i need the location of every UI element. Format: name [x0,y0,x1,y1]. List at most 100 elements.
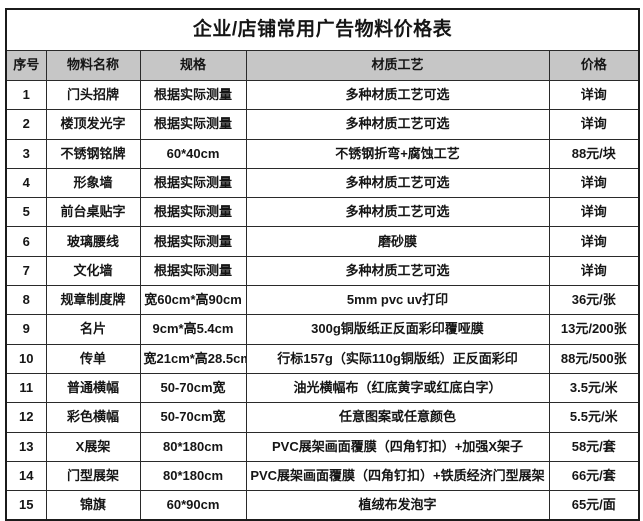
column-header-spec: 规格 [139,50,247,81]
cell-name: 前台桌贴字 [45,197,141,228]
table-body: 1 门头招牌 根据实际测量 多种材质工艺可选 详询 2 楼顶发光字 根据实际测量… [5,79,640,521]
cell-process: PVC展架画面覆膜（四角钉扣）+铁质经济门型展架 [245,460,550,492]
table-row: 15 锦旗 60*90cm 植绒布发泡字 65元/面 [5,490,640,521]
cell-process: 多种材质工艺可选 [245,197,550,228]
cell-name: 名片 [45,314,141,345]
cell-index: 7 [5,255,47,287]
cell-process: 300g铜版纸正反面彩印覆哑膜 [245,314,550,345]
cell-spec: 宽60cm*高90cm [139,285,247,316]
cell-process: 植绒布发泡字 [245,490,550,521]
cell-price: 5.5元/米 [548,402,640,433]
cell-index: 3 [5,138,47,169]
table-row: 9 名片 9cm*高5.4cm 300g铜版纸正反面彩印覆哑膜 13元/200张 [5,314,640,345]
cell-name: 形象墙 [45,167,141,199]
cell-name: 玻璃腰线 [45,226,141,257]
cell-spec: 根据实际测量 [139,109,247,140]
cell-price: 66元/套 [548,460,640,492]
page: 企业/店铺常用广告物料价格表 序号 物料名称 规格 材质工艺 价格 1 门头招牌… [5,8,641,521]
cell-index: 9 [5,314,47,345]
page-title: 企业/店铺常用广告物料价格表 [5,8,640,51]
cell-index: 2 [5,109,47,140]
cell-index: 6 [5,226,47,257]
cell-name: 门头招牌 [45,79,141,111]
cell-process: 5mm pvc uv打印 [245,285,550,316]
cell-price: 3.5元/米 [548,372,640,404]
cell-price: 58元/套 [548,431,640,462]
cell-spec: 50-70cm宽 [139,402,247,433]
cell-spec: 50-70cm宽 [139,372,247,404]
table-row: 12 彩色横幅 50-70cm宽 任意图案或任意颜色 5.5元/米 [5,402,640,433]
cell-index: 11 [5,372,47,404]
cell-index: 12 [5,402,47,433]
cell-index: 14 [5,460,47,492]
table-row: 4 形象墙 根据实际测量 多种材质工艺可选 详询 [5,167,640,199]
cell-process: PVC展架画面覆膜（四角钉扣）+加强X架子 [245,431,550,462]
cell-spec: 根据实际测量 [139,167,247,199]
cell-index: 5 [5,197,47,228]
cell-price: 详询 [548,109,640,140]
cell-spec: 60*90cm [139,490,247,521]
cell-price: 36元/张 [548,285,640,316]
cell-process: 任意图案或任意颜色 [245,402,550,433]
table-header-row: 序号 物料名称 规格 材质工艺 价格 [5,50,640,81]
cell-process: 不锈钢折弯+腐蚀工艺 [245,138,550,169]
cell-index: 13 [5,431,47,462]
cell-process: 磨砂膜 [245,226,550,257]
cell-price: 详询 [548,197,640,228]
cell-name: 不锈钢铭牌 [45,138,141,169]
cell-price: 13元/200张 [548,314,640,345]
table-row: 2 楼顶发光字 根据实际测量 多种材质工艺可选 详询 [5,109,640,140]
table-row: 7 文化墙 根据实际测量 多种材质工艺可选 详询 [5,255,640,287]
cell-name: X展架 [45,431,141,462]
cell-price: 详询 [548,79,640,111]
cell-price: 详询 [548,167,640,199]
cell-price: 详询 [548,226,640,257]
cell-index: 15 [5,490,47,521]
cell-process: 多种材质工艺可选 [245,255,550,287]
table-row: 3 不锈钢铭牌 60*40cm 不锈钢折弯+腐蚀工艺 88元/块 [5,138,640,169]
cell-spec: 80*180cm [139,431,247,462]
column-header-process: 材质工艺 [245,50,550,81]
cell-price: 88元/500张 [548,343,640,374]
table-row: 8 规章制度牌 宽60cm*高90cm 5mm pvc uv打印 36元/张 [5,285,640,316]
cell-index: 10 [5,343,47,374]
cell-name: 规章制度牌 [45,285,141,316]
cell-name: 楼顶发光字 [45,109,141,140]
cell-process: 行标157g（实际110g铜版纸）正反面彩印 [245,343,550,374]
cell-index: 1 [5,79,47,111]
column-header-price: 价格 [548,50,640,81]
cell-process: 多种材质工艺可选 [245,109,550,140]
table-row: 13 X展架 80*180cm PVC展架画面覆膜（四角钉扣）+加强X架子 58… [5,431,640,462]
cell-spec: 宽21cm*高28.5cm [139,343,247,374]
cell-name: 文化墙 [45,255,141,287]
table-row: 5 前台桌贴字 根据实际测量 多种材质工艺可选 详询 [5,197,640,228]
table-title-row: 企业/店铺常用广告物料价格表 [5,8,640,51]
cell-spec: 60*40cm [139,138,247,169]
cell-price: 详询 [548,255,640,287]
cell-name: 门型展架 [45,460,141,492]
cell-spec: 9cm*高5.4cm [139,314,247,345]
table-row: 1 门头招牌 根据实际测量 多种材质工艺可选 详询 [5,79,640,111]
cell-process: 多种材质工艺可选 [245,79,550,111]
cell-name: 锦旗 [45,490,141,521]
cell-name: 彩色横幅 [45,402,141,433]
cell-price: 65元/面 [548,490,640,521]
table-row: 10 传单 宽21cm*高28.5cm 行标157g（实际110g铜版纸）正反面… [5,343,640,374]
cell-index: 4 [5,167,47,199]
cell-spec: 80*180cm [139,460,247,492]
cell-price: 88元/块 [548,138,640,169]
table-row: 11 普通横幅 50-70cm宽 油光横幅布（红底黄字或红底白字） 3.5元/米 [5,372,640,404]
cell-process: 油光横幅布（红底黄字或红底白字） [245,372,550,404]
cell-spec: 根据实际测量 [139,79,247,111]
price-table: 企业/店铺常用广告物料价格表 序号 物料名称 规格 材质工艺 价格 1 门头招牌… [5,8,641,521]
column-header-name: 物料名称 [45,50,141,81]
cell-spec: 根据实际测量 [139,197,247,228]
cell-index: 8 [5,285,47,316]
cell-name: 普通横幅 [45,372,141,404]
table-row: 6 玻璃腰线 根据实际测量 磨砂膜 详询 [5,226,640,257]
cell-spec: 根据实际测量 [139,255,247,287]
column-header-index: 序号 [5,50,47,81]
table-row: 14 门型展架 80*180cm PVC展架画面覆膜（四角钉扣）+铁质经济门型展… [5,460,640,492]
cell-name: 传单 [45,343,141,374]
cell-process: 多种材质工艺可选 [245,167,550,199]
